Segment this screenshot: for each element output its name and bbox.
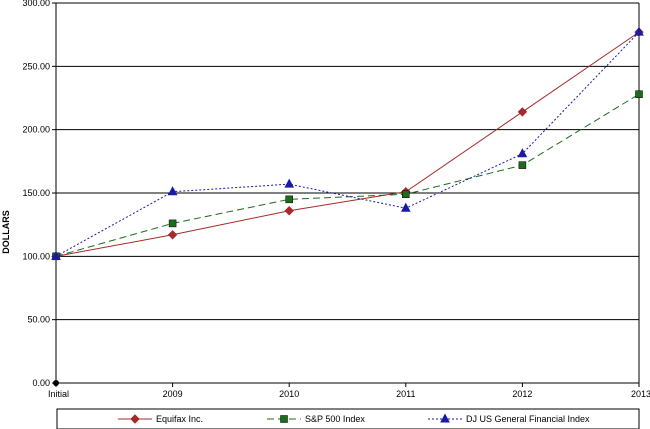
data-point <box>167 230 178 240</box>
data-point <box>51 250 61 260</box>
x-tick-label: 2010 <box>279 389 299 399</box>
y-tick-label: 200.00 <box>22 125 50 135</box>
data-point <box>167 186 178 196</box>
data-point <box>517 107 528 117</box>
data-point <box>284 178 295 188</box>
legend-label: DJ US General Financial Index <box>466 414 590 424</box>
y-tick-labels: 0.00 50.00 100.00 150.00 200.00 250.00 300.00 <box>22 0 50 388</box>
y-tick-label: 0.00 <box>32 378 50 388</box>
axes <box>52 2 640 387</box>
y-axis-label: DOLLARS <box>1 210 11 254</box>
x-tick-label: 2011 <box>396 389 415 399</box>
x-tick-label: 2013 <box>631 389 650 399</box>
legend-item: S&P 500 Index <box>267 414 365 424</box>
data-point <box>285 195 293 204</box>
x-tick-label: Initial <box>48 389 69 399</box>
data-point <box>284 206 294 216</box>
x-tick-label: 2012 <box>512 389 532 399</box>
series-2 <box>51 26 644 260</box>
series-1 <box>52 90 643 261</box>
x-tick-label: 2009 <box>163 389 183 399</box>
data-point <box>517 148 528 158</box>
data-point <box>168 219 177 228</box>
legend-swatch-marker <box>130 414 140 424</box>
x-tick-labels: Initial 2009 2010 2011 2012 2013 <box>48 389 650 399</box>
series-group <box>51 26 644 262</box>
legend-box <box>56 408 640 429</box>
legend-label: S&P 500 Index <box>305 414 365 424</box>
data-point <box>518 161 527 169</box>
series-line <box>55 31 640 257</box>
data-point <box>400 202 411 212</box>
legend-swatch-marker <box>280 415 288 423</box>
data-point <box>634 26 644 36</box>
legend-label: Equifax Inc. <box>156 414 203 424</box>
legend: Equifax Inc. S&P 500 Index DJ US General F… <box>56 408 640 429</box>
legend-item: Equifax Inc. <box>118 414 203 424</box>
y-tick-label: 250.00 <box>22 61 50 71</box>
grid-lines <box>56 2 639 321</box>
origin-marker <box>53 380 59 386</box>
legend-item: DJ US General Financial Index <box>428 413 590 424</box>
y-tick-label: 50.00 <box>27 315 50 325</box>
legend-swatch-marker <box>440 413 450 423</box>
series-line <box>55 31 640 257</box>
data-point <box>402 190 410 199</box>
data-point <box>635 90 643 98</box>
y-tick-label: 100.00 <box>22 251 50 261</box>
y-tick-label: 300.00 <box>22 0 50 8</box>
series-line <box>55 93 640 257</box>
y-tick-label: 150.00 <box>22 188 50 198</box>
series-0 <box>51 27 644 262</box>
